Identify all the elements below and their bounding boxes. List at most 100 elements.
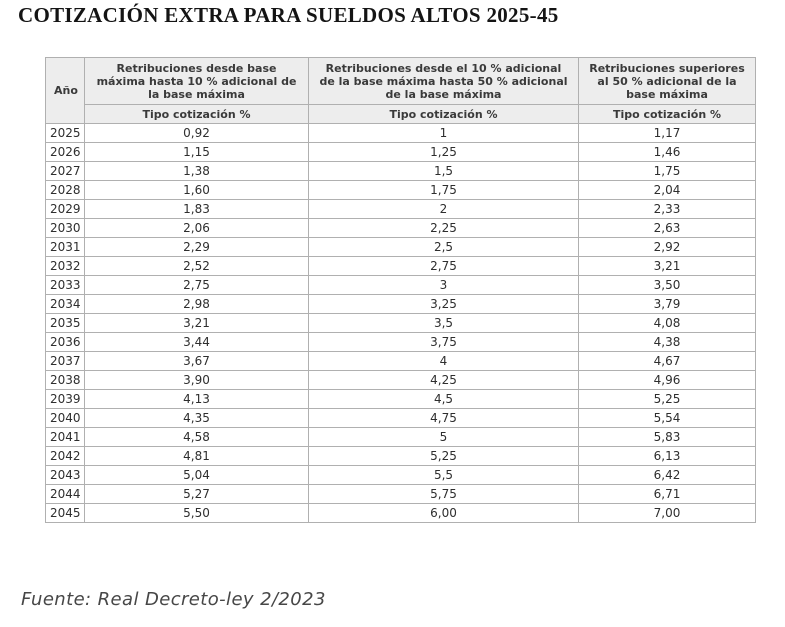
rate-cell-tier2: 5 [308, 427, 579, 447]
rate-cell-tier2: 3,75 [308, 332, 579, 352]
rate-cell-tier2: 1,75 [308, 180, 579, 200]
subheader-row: Tipo cotización % Tipo cotización % Tipo… [46, 104, 756, 124]
rate-cell-tier1: 0,92 [84, 123, 309, 143]
cotization-rates-table: Año Retribuciones desde base máxima hast… [45, 57, 756, 523]
rate-cell-tier1: 2,75 [84, 275, 309, 295]
group-header-tier2: Retribuciones desde el 10 % adicional de… [308, 57, 579, 105]
rate-cell-tier1: 3,67 [84, 351, 309, 371]
table-row: 2032 2,52 2,75 3,21 [45, 256, 756, 276]
year-cell: 2039 [45, 389, 85, 409]
group-header-row: Año Retribuciones desde base máxima hast… [45, 57, 756, 124]
rate-cell-tier2: 2,25 [308, 218, 579, 238]
rate-subheader-tier1: Tipo cotización % [84, 104, 309, 124]
rate-cell-tier2: 6,00 [308, 503, 579, 523]
year-cell: 2041 [45, 427, 85, 447]
rate-cell-tier3: 2,63 [578, 218, 756, 238]
table-header: Año Retribuciones desde base máxima hast… [45, 57, 756, 124]
table-row: 2036 3,44 3,75 4,38 [45, 332, 756, 352]
rate-cell-tier1: 1,83 [84, 199, 309, 219]
rate-cell-tier1: 3,90 [84, 370, 309, 390]
rate-cell-tier3: 3,79 [578, 294, 756, 314]
rate-cell-tier2: 4,5 [308, 389, 579, 409]
year-cell: 2045 [45, 503, 85, 523]
rate-subheader-tier2: Tipo cotización % [308, 104, 579, 124]
year-cell: 2037 [45, 351, 85, 371]
year-cell: 2034 [45, 294, 85, 314]
rate-cell-tier3: 2,33 [578, 199, 756, 219]
table-row: 2040 4,35 4,75 5,54 [45, 408, 756, 428]
rate-cell-tier3: 1,75 [578, 161, 756, 181]
year-cell: 2026 [45, 142, 85, 162]
year-cell: 2032 [45, 256, 85, 276]
table-row: 2042 4,81 5,25 6,13 [45, 446, 756, 466]
table-row: 2027 1,38 1,5 1,75 [45, 161, 756, 181]
rate-cell-tier1: 3,44 [84, 332, 309, 352]
rate-cell-tier1: 1,38 [84, 161, 309, 181]
rate-cell-tier3: 4,96 [578, 370, 756, 390]
rate-cell-tier2: 5,5 [308, 465, 579, 485]
table-row: 2037 3,67 4 4,67 [45, 351, 756, 371]
table-row: 2038 3,90 4,25 4,96 [45, 370, 756, 390]
table-row: 2045 5,50 6,00 7,00 [45, 503, 756, 523]
table-row: 2026 1,15 1,25 1,46 [45, 142, 756, 162]
table-row: 2025 0,92 1 1,17 [45, 123, 756, 143]
table-row: 2035 3,21 3,5 4,08 [45, 313, 756, 333]
rate-cell-tier2: 1,25 [308, 142, 579, 162]
table-row: 2030 2,06 2,25 2,63 [45, 218, 756, 238]
group-header-tier3: Retribuciones superiores al 50 % adicion… [578, 57, 756, 105]
year-cell: 2038 [45, 370, 85, 390]
rate-cell-tier1: 1,15 [84, 142, 309, 162]
table-row: 2031 2,29 2,5 2,92 [45, 237, 756, 257]
year-cell: 2043 [45, 465, 85, 485]
rate-cell-tier1: 1,60 [84, 180, 309, 200]
rate-cell-tier3: 4,38 [578, 332, 756, 352]
year-cell: 2027 [45, 161, 85, 181]
table-body: 2025 0,92 1 1,17 2026 1,15 1,25 1,46 2027 1,38 1,5… [45, 123, 756, 523]
year-cell: 2040 [45, 408, 85, 428]
year-cell: 2031 [45, 237, 85, 257]
rate-cell-tier2: 4,75 [308, 408, 579, 428]
year-cell: 2042 [45, 446, 85, 466]
rate-cell-tier3: 4,08 [578, 313, 756, 333]
year-cell: 2030 [45, 218, 85, 238]
table-row: 2039 4,13 4,5 5,25 [45, 389, 756, 409]
rate-cell-tier1: 2,98 [84, 294, 309, 314]
table-row: 2044 5,27 5,75 6,71 [45, 484, 756, 504]
year-column-header: Año [45, 57, 85, 124]
rate-cell-tier1: 2,52 [84, 256, 309, 276]
rate-cell-tier3: 5,83 [578, 427, 756, 447]
rate-cell-tier1: 4,13 [84, 389, 309, 409]
rate-cell-tier2: 5,25 [308, 446, 579, 466]
year-cell: 2025 [45, 123, 85, 143]
table-row: 2041 4,58 5 5,83 [45, 427, 756, 447]
year-cell: 2033 [45, 275, 85, 295]
rate-cell-tier2: 3,25 [308, 294, 579, 314]
rate-cell-tier1: 4,58 [84, 427, 309, 447]
rate-cell-tier2: 2 [308, 199, 579, 219]
rate-cell-tier3: 3,50 [578, 275, 756, 295]
rate-cell-tier1: 3,21 [84, 313, 309, 333]
rate-cell-tier2: 2,5 [308, 237, 579, 257]
rate-cell-tier1: 5,27 [84, 484, 309, 504]
rate-cell-tier1: 5,50 [84, 503, 309, 523]
rate-cell-tier3: 1,17 [578, 123, 756, 143]
year-cell: 2028 [45, 180, 85, 200]
rate-cell-tier2: 4,25 [308, 370, 579, 390]
rate-cell-tier2: 3 [308, 275, 579, 295]
table-row: 2028 1,60 1,75 2,04 [45, 180, 756, 200]
rate-cell-tier2: 5,75 [308, 484, 579, 504]
rate-cell-tier3: 4,67 [578, 351, 756, 371]
year-cell: 2044 [45, 484, 85, 504]
rate-cell-tier3: 5,25 [578, 389, 756, 409]
table-row: 2033 2,75 3 3,50 [45, 275, 756, 295]
source-caption: Fuente: Real Decreto-ley 2/2023 [21, 589, 326, 610]
year-cell: 2029 [45, 199, 85, 219]
rate-cell-tier3: 7,00 [578, 503, 756, 523]
rate-cell-tier3: 2,04 [578, 180, 756, 200]
rate-subheader-tier3: Tipo cotización % [578, 104, 756, 124]
page-title: COTIZACIÓN EXTRA PARA SUELDOS ALTOS 2025… [18, 3, 559, 27]
rate-cell-tier2: 4 [308, 351, 579, 371]
table-row: 2034 2,98 3,25 3,79 [45, 294, 756, 314]
rate-cell-tier1: 2,06 [84, 218, 309, 238]
year-cell: 2035 [45, 313, 85, 333]
